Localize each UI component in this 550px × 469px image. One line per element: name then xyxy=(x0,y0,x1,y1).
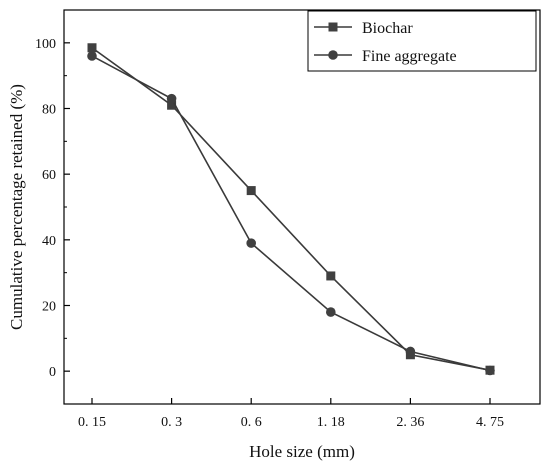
y-tick-label: 0 xyxy=(49,365,56,380)
data-point-circle xyxy=(246,238,256,248)
data-point-square xyxy=(87,43,97,53)
x-tick-label: 0. 3 xyxy=(161,415,182,430)
legend: Biochar Fine aggregate xyxy=(307,10,537,72)
y-axis-title: Cumulative percentage retained (%) xyxy=(7,84,26,330)
series-fine-aggregate xyxy=(87,51,495,376)
y-tick-label: 40 xyxy=(42,234,56,249)
series-line xyxy=(91,55,491,372)
data-point-square xyxy=(246,186,256,196)
series-layer xyxy=(87,43,495,376)
legend-square-marker xyxy=(328,22,338,32)
x-tick-label: 4. 75 xyxy=(476,415,504,430)
y-tick-label: 20 xyxy=(42,300,56,315)
legend-items: Biochar Fine aggregate xyxy=(314,20,457,65)
legend-label: Fine aggregate xyxy=(362,48,457,65)
data-point-circle xyxy=(326,307,336,317)
data-point-square xyxy=(167,100,177,110)
x-axis-ticks: 0. 15 0. 3 0. 6 1. 18 2. 36 4. 75 xyxy=(78,398,504,430)
data-point-circle xyxy=(485,365,495,376)
y-tick-label: 80 xyxy=(42,103,56,118)
series-line xyxy=(91,47,491,371)
series-biochar xyxy=(87,43,495,375)
x-tick-label: 0. 15 xyxy=(78,415,106,430)
data-point-circle xyxy=(405,346,416,357)
data-point-circle xyxy=(87,51,97,61)
legend-box xyxy=(307,10,537,72)
data-point-circle xyxy=(166,93,177,104)
x-axis-title: Hole size (mm) xyxy=(249,442,355,461)
x-tick-label: 1. 18 xyxy=(317,415,345,430)
data-point-square xyxy=(326,271,336,281)
y-tick-label: 60 xyxy=(42,168,56,183)
x-tick-label: 0. 6 xyxy=(241,415,262,430)
legend-circle-marker xyxy=(328,50,338,60)
x-tick-label: 2. 36 xyxy=(396,415,424,430)
y-tick-label: 100 xyxy=(35,37,56,52)
y-axis-ticks: 0 20 40 60 80 100 xyxy=(35,37,70,380)
legend-label: Biochar xyxy=(362,20,413,37)
